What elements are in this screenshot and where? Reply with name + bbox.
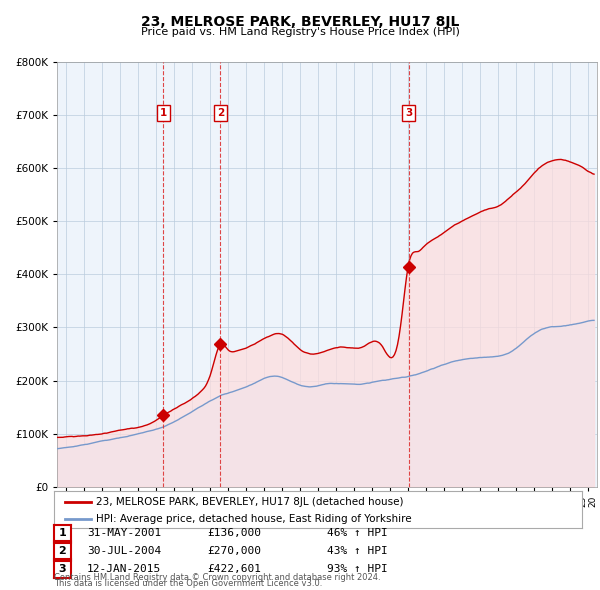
Text: 23, MELROSE PARK, BEVERLEY, HU17 8JL: 23, MELROSE PARK, BEVERLEY, HU17 8JL bbox=[141, 15, 459, 29]
Text: 2: 2 bbox=[59, 546, 66, 556]
Text: 2: 2 bbox=[217, 108, 224, 118]
Text: 43% ↑ HPI: 43% ↑ HPI bbox=[327, 546, 388, 556]
Text: Price paid vs. HM Land Registry's House Price Index (HPI): Price paid vs. HM Land Registry's House … bbox=[140, 27, 460, 37]
Text: £136,000: £136,000 bbox=[207, 528, 261, 537]
Text: £270,000: £270,000 bbox=[207, 546, 261, 556]
Text: 3: 3 bbox=[59, 565, 66, 574]
Text: Contains HM Land Registry data © Crown copyright and database right 2024.: Contains HM Land Registry data © Crown c… bbox=[54, 573, 380, 582]
Text: 12-JAN-2015: 12-JAN-2015 bbox=[87, 565, 161, 574]
Text: HPI: Average price, detached house, East Riding of Yorkshire: HPI: Average price, detached house, East… bbox=[96, 514, 412, 524]
Text: This data is licensed under the Open Government Licence v3.0.: This data is licensed under the Open Gov… bbox=[54, 579, 322, 588]
Text: 1: 1 bbox=[160, 108, 167, 118]
Text: 3: 3 bbox=[405, 108, 412, 118]
Text: £422,601: £422,601 bbox=[207, 565, 261, 574]
Text: 93% ↑ HPI: 93% ↑ HPI bbox=[327, 565, 388, 574]
Text: 31-MAY-2001: 31-MAY-2001 bbox=[87, 528, 161, 537]
Text: 30-JUL-2004: 30-JUL-2004 bbox=[87, 546, 161, 556]
Text: 23, MELROSE PARK, BEVERLEY, HU17 8JL (detached house): 23, MELROSE PARK, BEVERLEY, HU17 8JL (de… bbox=[96, 497, 404, 507]
Text: 46% ↑ HPI: 46% ↑ HPI bbox=[327, 528, 388, 537]
Text: 1: 1 bbox=[59, 528, 66, 537]
